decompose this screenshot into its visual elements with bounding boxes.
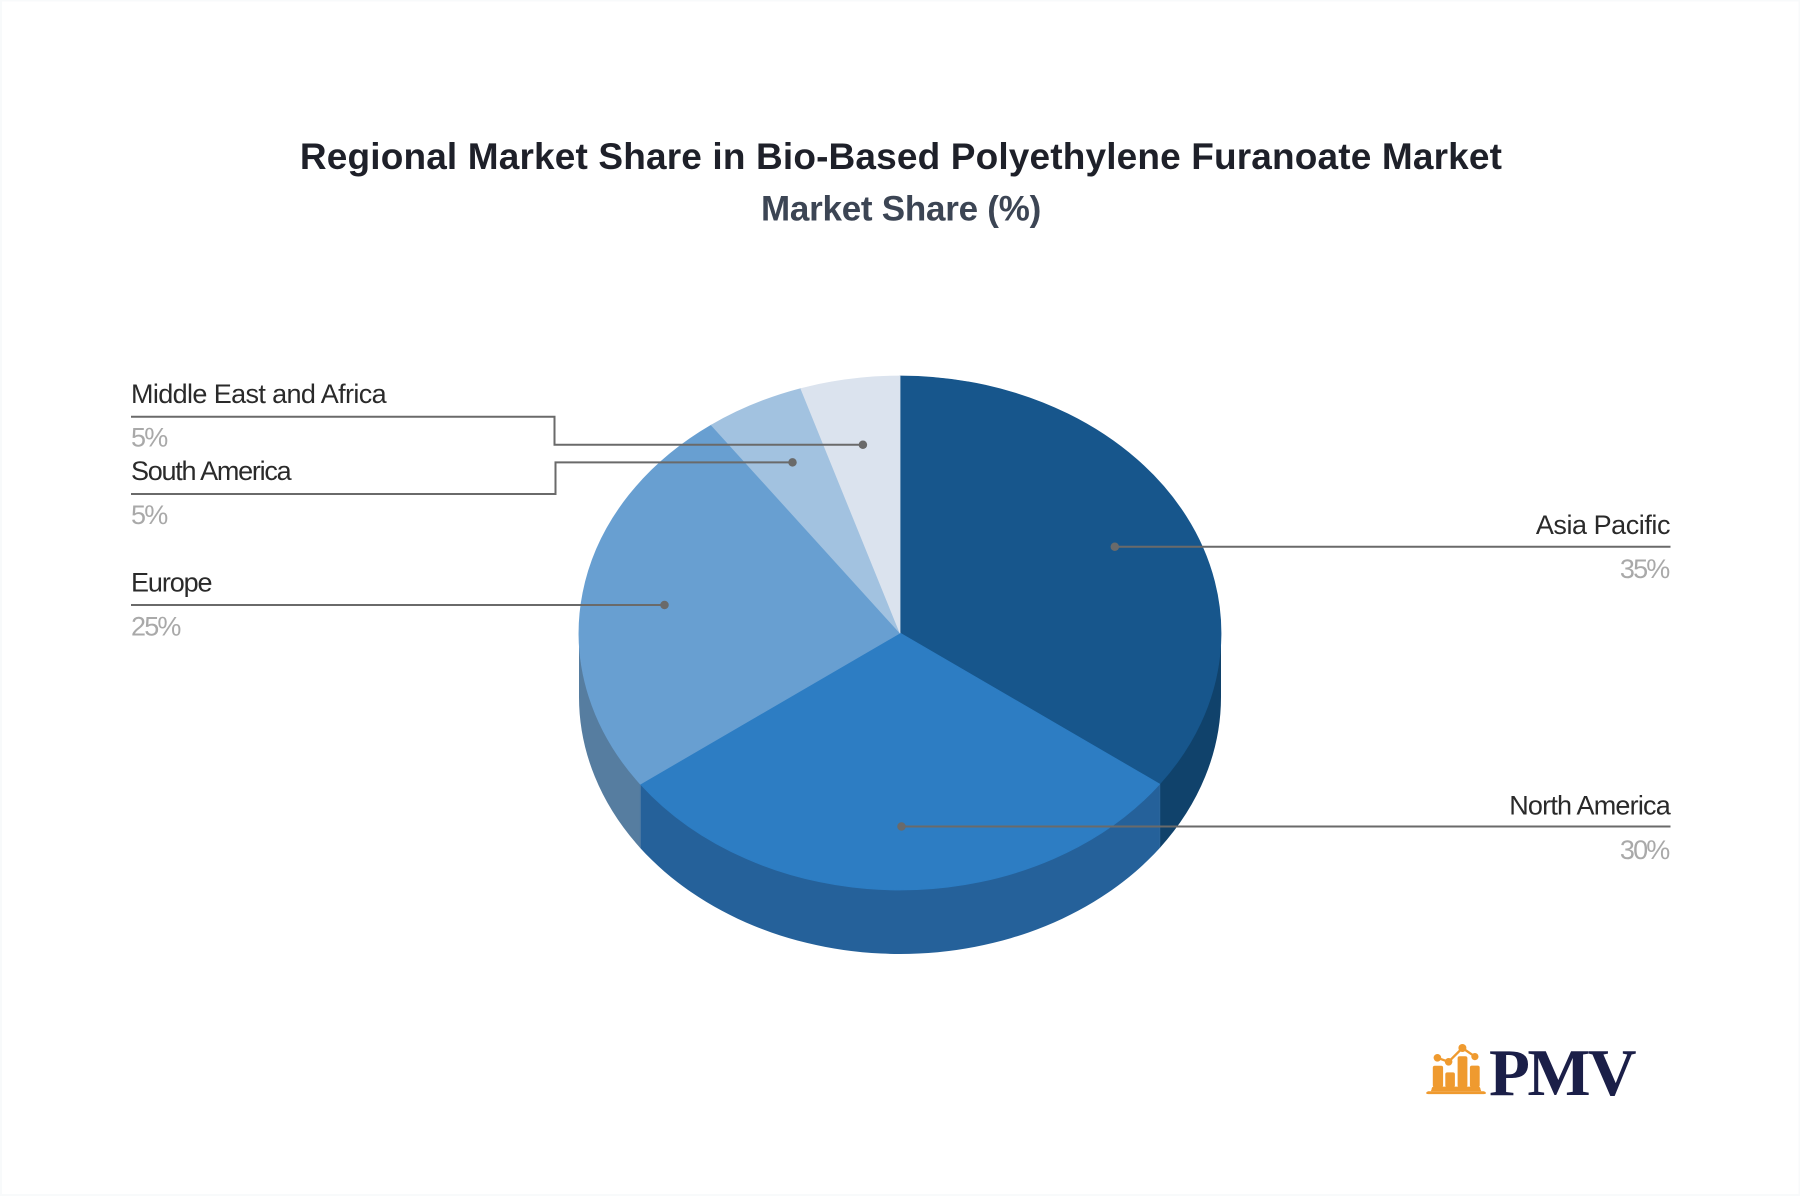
svg-text:5%: 5% bbox=[131, 422, 168, 452]
svg-text:PMV: PMV bbox=[1489, 1036, 1636, 1110]
svg-text:Asia Pacific: Asia Pacific bbox=[1536, 510, 1670, 540]
svg-text:25%: 25% bbox=[131, 612, 181, 642]
svg-text:35%: 35% bbox=[1620, 554, 1670, 584]
svg-text:Market Share (%): Market Share (%) bbox=[761, 190, 1041, 229]
svg-text:North America: North America bbox=[1509, 791, 1672, 821]
svg-text:5%: 5% bbox=[131, 500, 168, 530]
svg-text:Europe: Europe bbox=[131, 568, 212, 598]
svg-text:South America: South America bbox=[131, 456, 293, 486]
svg-text:Middle East and Africa: Middle East and Africa bbox=[131, 379, 388, 409]
svg-text:Regional Market Share in Bio-B: Regional Market Share in Bio-Based Polye… bbox=[300, 136, 1502, 177]
svg-text:30%: 30% bbox=[1620, 835, 1670, 865]
